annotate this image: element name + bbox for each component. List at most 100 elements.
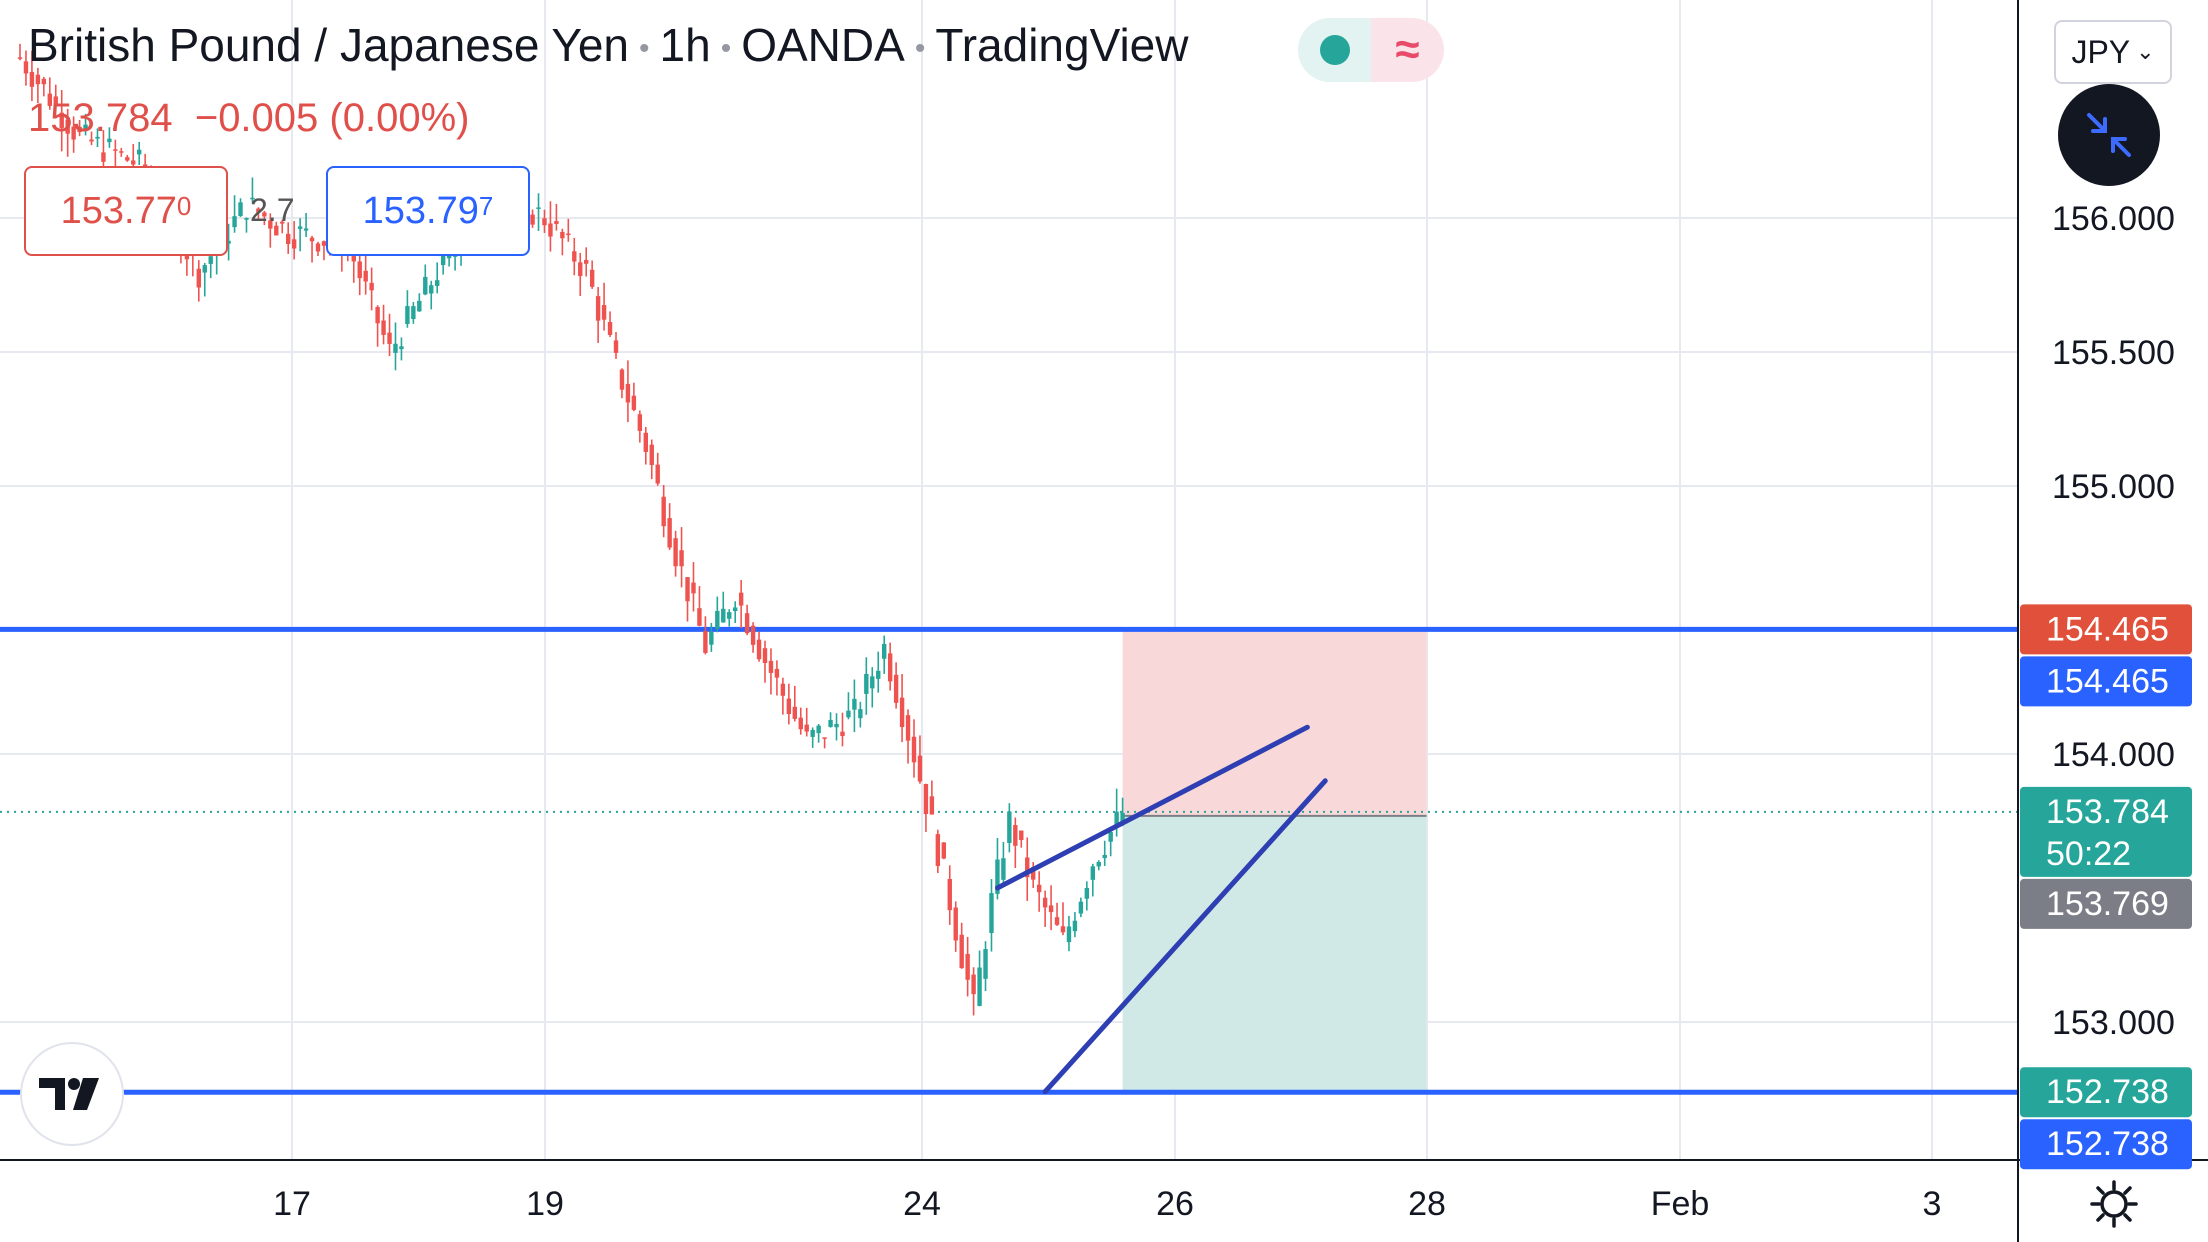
candle xyxy=(661,484,666,538)
price-axis-label: 153.784 50:22 xyxy=(2020,786,2192,877)
candle xyxy=(697,586,702,627)
currency-select-button[interactable]: JPY ⌄ xyxy=(2054,20,2172,84)
candle xyxy=(744,604,750,636)
svg-text:152.738: 152.738 xyxy=(2046,1125,2169,1163)
candle xyxy=(876,651,881,693)
candle xyxy=(983,941,988,991)
candle xyxy=(202,262,207,297)
price-axis-label: 152.738 xyxy=(2020,1067,2192,1118)
candle xyxy=(893,662,899,709)
price-axis-label: 152.738 xyxy=(2020,1119,2192,1170)
x-tick-label: 28 xyxy=(1408,1185,1446,1223)
candle xyxy=(631,382,637,412)
market-status-pill[interactable]: ≈ xyxy=(1298,18,1444,82)
candle xyxy=(584,247,589,277)
candle xyxy=(572,237,577,276)
x-tick-label: 3 xyxy=(1923,1185,1942,1223)
candle xyxy=(357,249,362,296)
candle xyxy=(89,131,94,146)
candle xyxy=(244,217,249,233)
sell-button[interactable]: 153.77 0 xyxy=(24,166,228,256)
price-axis-label: 154.465 xyxy=(2020,656,2192,707)
candle xyxy=(125,154,130,162)
settings-gear-button[interactable] xyxy=(2086,1176,2142,1232)
trend-line[interactable] xyxy=(994,724,1310,891)
position-target-zone[interactable] xyxy=(1122,815,1427,1093)
candle xyxy=(411,302,416,324)
buy-button[interactable]: 153.79 7 xyxy=(326,166,530,256)
candle xyxy=(256,207,261,220)
candle xyxy=(29,50,35,102)
candle xyxy=(762,640,768,683)
candle xyxy=(232,195,237,233)
exit-fullscreen-button[interactable] xyxy=(2058,84,2160,186)
x-tick-label: 19 xyxy=(526,1185,564,1223)
candle xyxy=(1019,830,1024,848)
candle xyxy=(780,677,786,715)
candle xyxy=(1007,803,1012,853)
candle xyxy=(649,439,654,480)
candle xyxy=(637,410,643,443)
candle xyxy=(905,709,911,764)
tv-logo-icon xyxy=(39,1078,99,1110)
candle xyxy=(369,267,374,311)
symbol-legend[interactable]: British Pound / Japanese Yen • 1h • OANDA • Tr… xyxy=(28,19,1189,71)
candle xyxy=(1036,871,1042,912)
candle xyxy=(1084,881,1090,911)
candle xyxy=(262,210,267,226)
candle xyxy=(1048,885,1054,931)
candle xyxy=(59,90,64,152)
market-open-dot-icon xyxy=(1319,35,1350,65)
candle xyxy=(309,235,315,263)
ask-price: 153.79 xyxy=(362,189,479,232)
candle xyxy=(35,67,41,104)
candle xyxy=(840,712,845,747)
svg-text:154.465: 154.465 xyxy=(2046,610,2169,648)
candle xyxy=(566,218,571,242)
svg-text:152.738: 152.738 xyxy=(2046,1073,2169,1111)
tradingview-logo[interactable] xyxy=(20,1042,124,1146)
candle xyxy=(816,724,821,743)
collapse-arrows-icon xyxy=(2087,113,2131,157)
candle xyxy=(810,727,815,748)
candle xyxy=(530,209,535,228)
candle xyxy=(703,616,708,655)
candle xyxy=(554,203,559,231)
candle xyxy=(864,657,869,715)
ask-price-small: 7 xyxy=(478,190,494,221)
candle xyxy=(274,221,279,236)
candle xyxy=(834,713,839,741)
candle xyxy=(1025,837,1030,901)
candle xyxy=(268,213,273,248)
candle xyxy=(1108,830,1113,857)
chevron-down-icon: ⌄ xyxy=(2136,39,2155,64)
candle xyxy=(101,130,106,168)
candle xyxy=(291,221,297,260)
candle xyxy=(977,950,982,1007)
trend-lines[interactable] xyxy=(994,724,1328,1095)
short-position-tool[interactable] xyxy=(1122,629,1427,1093)
candle xyxy=(804,707,809,737)
candle xyxy=(1013,817,1018,869)
candle xyxy=(899,674,905,743)
candle xyxy=(607,311,613,338)
candle xyxy=(238,198,243,217)
candle xyxy=(560,228,565,256)
candle xyxy=(774,660,780,696)
candle xyxy=(721,591,726,623)
candle xyxy=(196,260,201,302)
candle xyxy=(917,735,923,784)
bar-countdown: 50:22 xyxy=(2046,835,2131,873)
position-stop-zone[interactable] xyxy=(1122,629,1427,816)
candle xyxy=(23,50,29,86)
candle xyxy=(846,692,851,720)
candle xyxy=(1054,902,1060,926)
candle xyxy=(536,193,541,231)
candle xyxy=(321,240,327,261)
candle xyxy=(852,679,857,733)
trend-line[interactable] xyxy=(1042,778,1328,1095)
candle xyxy=(613,332,619,359)
chart-grid xyxy=(0,0,2018,1160)
